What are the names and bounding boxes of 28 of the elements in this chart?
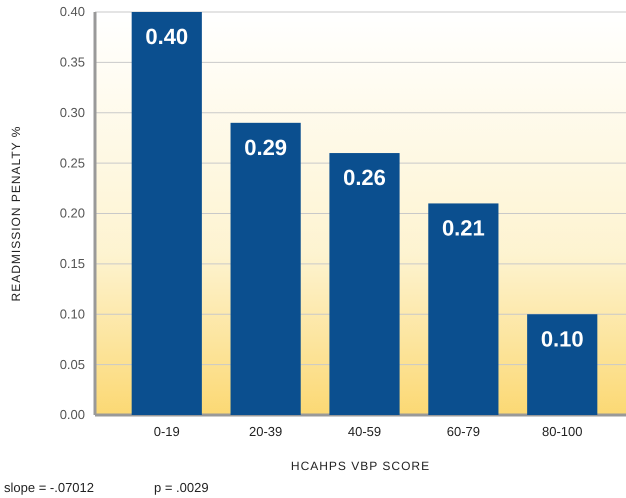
y-tick-label: 0.05 <box>60 356 85 372</box>
x-tick-label: 20-39 <box>249 424 282 440</box>
y-axis-title: READMISSION PENALTY % <box>9 126 23 302</box>
data-label: 0.26 <box>343 165 386 190</box>
bar <box>329 153 400 415</box>
bar <box>527 314 598 415</box>
data-label: 0.10 <box>540 326 584 352</box>
y-tick-label: 0.15 <box>60 256 85 272</box>
text: p = .0029 <box>154 480 209 495</box>
y-tick-label: 0.20 <box>60 206 85 221</box>
bar <box>230 122 301 415</box>
y-tick-label: 0.35 <box>60 54 85 70</box>
data-label: 0.21 <box>442 215 485 240</box>
x-axis-title: HCAHPS VBP SCORE <box>290 459 430 473</box>
text: slope = -.07012 <box>4 480 94 495</box>
x-tick-label: 60-79 <box>446 424 480 440</box>
y-tick-label: 0.40 <box>60 4 85 20</box>
y-tick-label: 0.30 <box>60 104 85 120</box>
bar <box>428 203 498 415</box>
x-tick-label: 40-59 <box>348 424 382 440</box>
data-label: 0.29 <box>244 134 288 160</box>
x-tick-label: 0-19 <box>154 424 180 440</box>
y-tick-label: 0.00 <box>60 407 85 422</box>
data-label: 0.40 <box>145 24 188 49</box>
bar <box>132 12 202 415</box>
y-tick-label: 0.25 <box>60 155 85 170</box>
y-tick-label: 0.10 <box>60 306 85 322</box>
x-tick-label: 80-100 <box>542 424 582 440</box>
